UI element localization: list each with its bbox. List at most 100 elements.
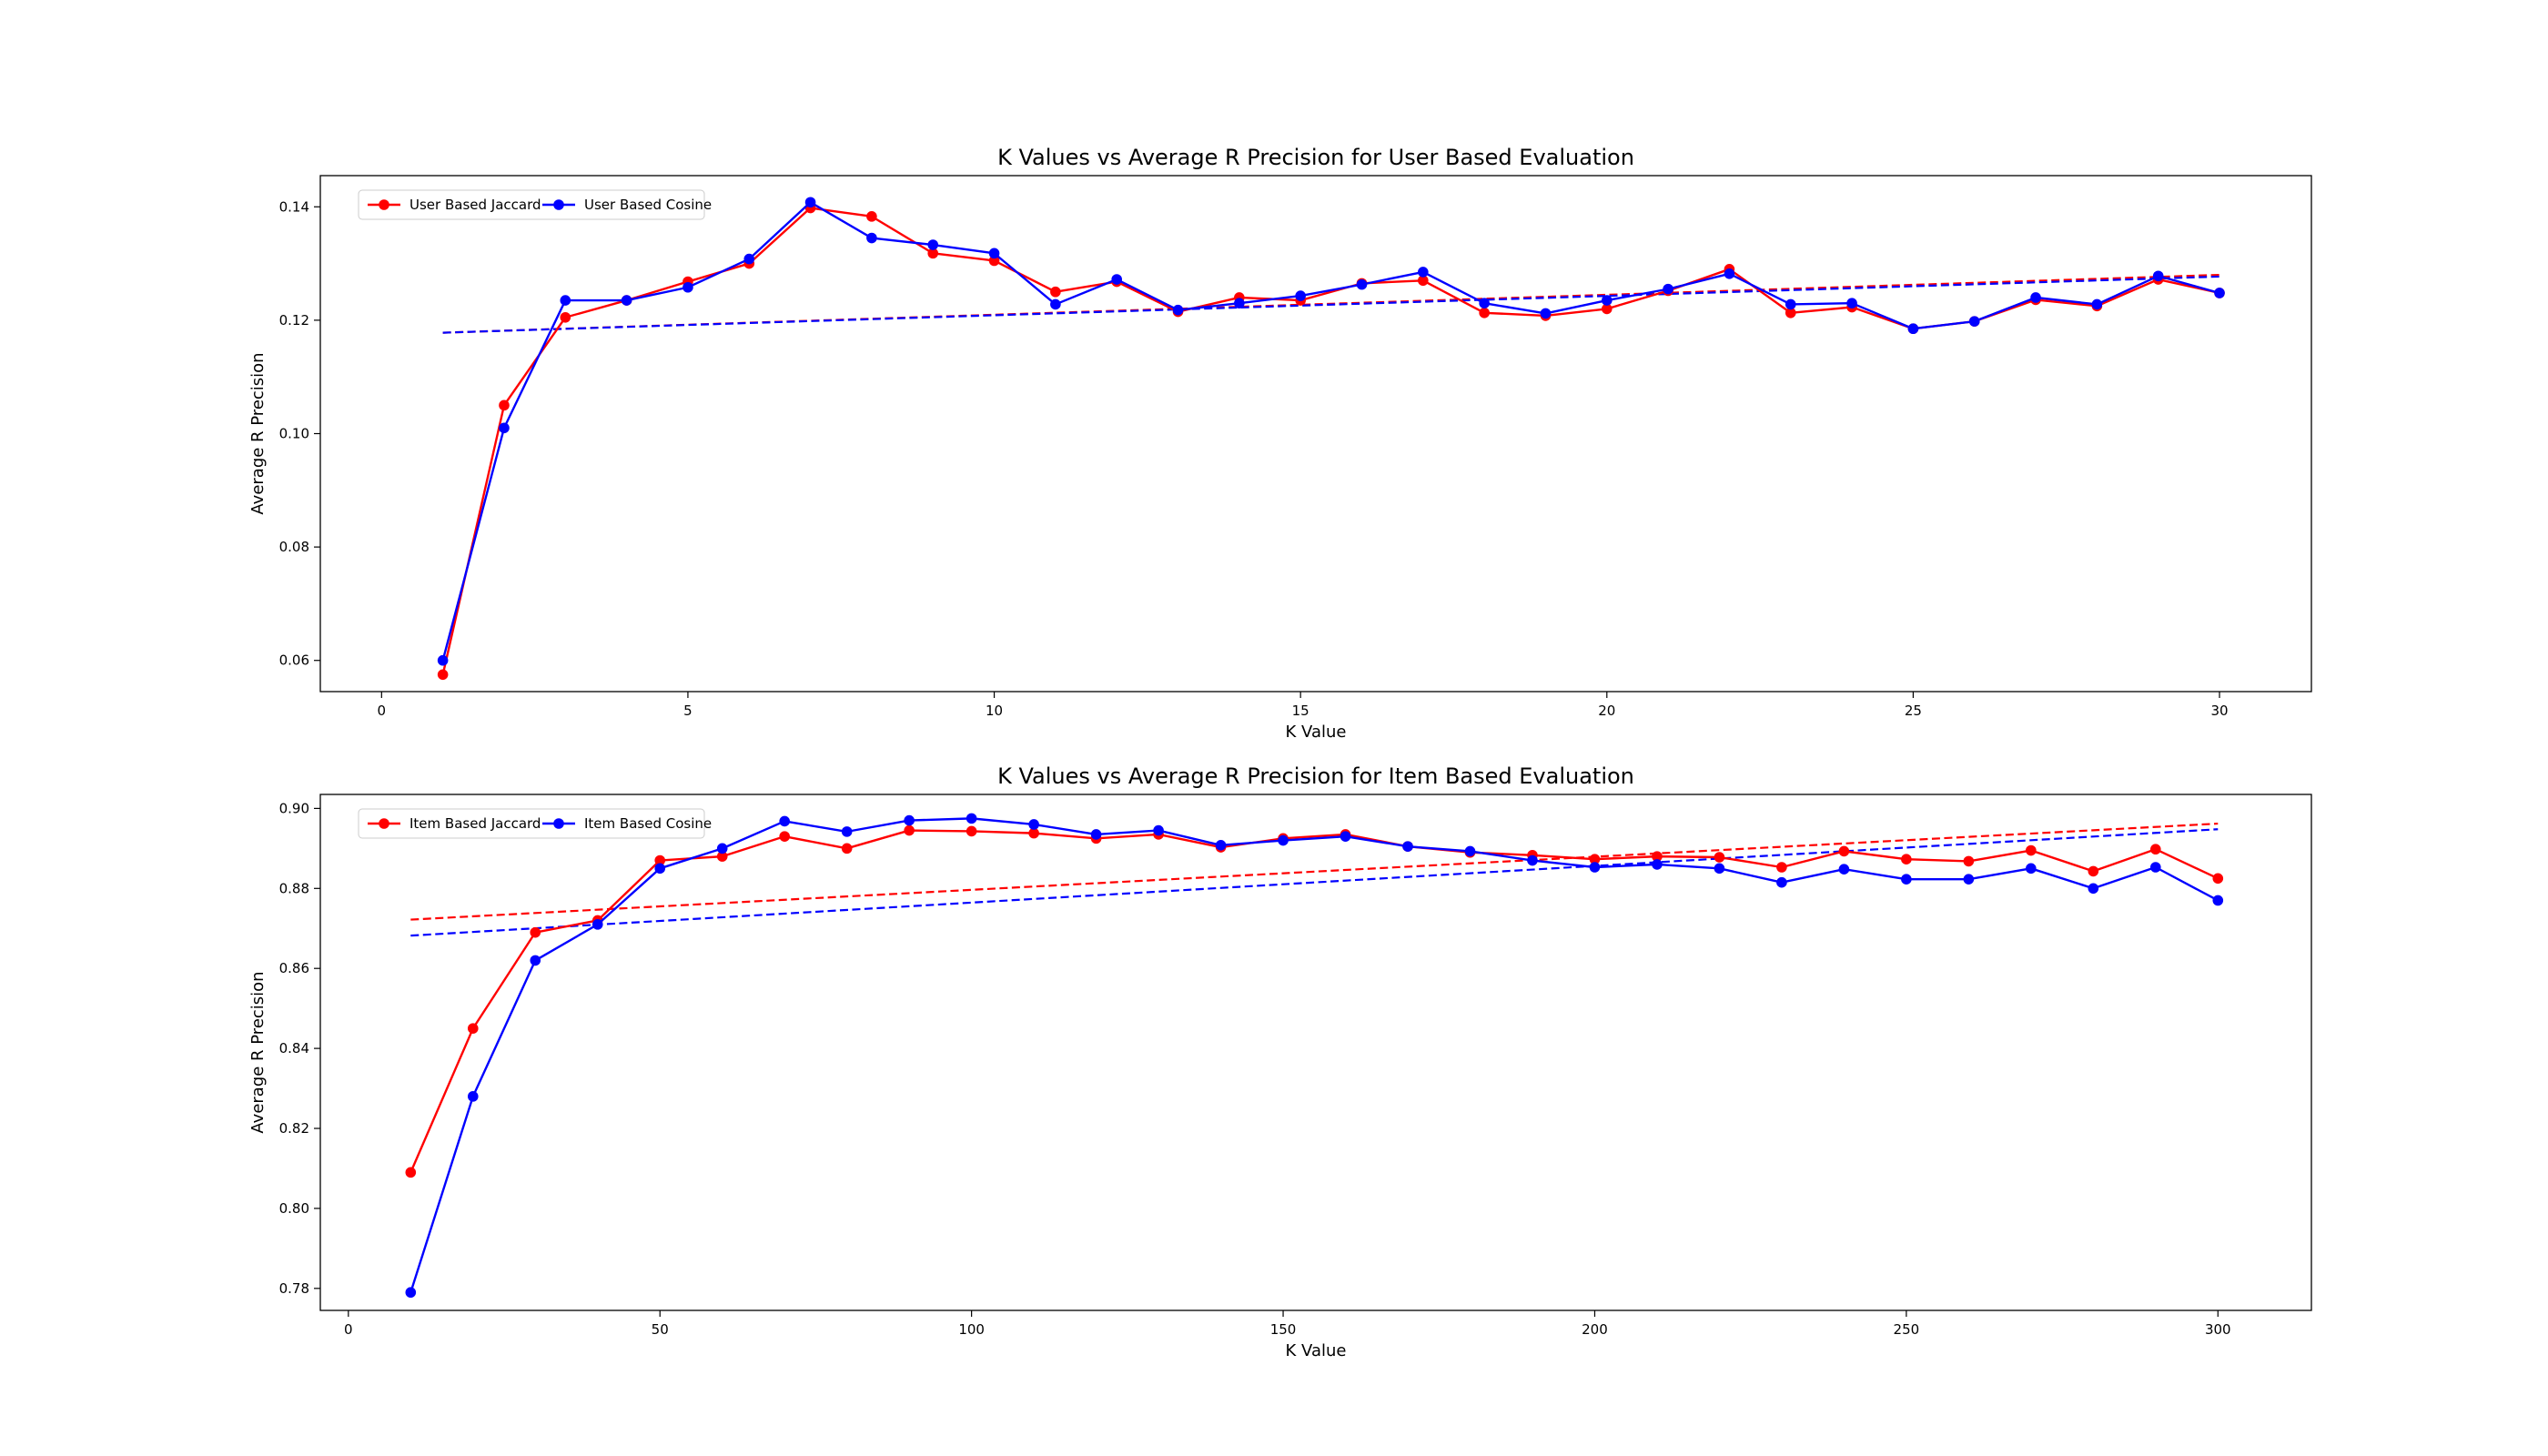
chart0-series-1-point xyxy=(1356,278,1368,290)
chart1-ytick-label: 0.88 xyxy=(279,880,309,896)
chart0-legend-marker-0 xyxy=(379,199,389,210)
chart1-series-0-point xyxy=(405,1167,417,1178)
chart1-series-line-1 xyxy=(410,817,2219,1293)
chart1-xtick-label: 250 xyxy=(1894,1321,1920,1338)
chart0-series-1-point xyxy=(804,197,816,208)
chart1-series-0-point xyxy=(1776,862,1787,873)
chart0-series-0-point xyxy=(988,255,1000,267)
chart1-xtick-label: 50 xyxy=(652,1321,669,1338)
chart1-series-0-point xyxy=(530,926,541,938)
chart1-ytick-label: 0.90 xyxy=(279,800,309,816)
chart1-series-1-point xyxy=(1963,874,1975,885)
chart1-series-1-point xyxy=(1464,845,1476,857)
chart0-series-1-point xyxy=(866,232,877,244)
chart0-xtick-label: 10 xyxy=(986,703,1003,719)
chart0-ytick-label: 0.12 xyxy=(279,312,309,329)
chart0-series-1-point xyxy=(1234,298,1245,308)
chart0-series-1-point xyxy=(1601,295,1613,306)
chart0-series-1-point xyxy=(1663,283,1673,295)
chart0-series-1-point xyxy=(1418,267,1429,278)
chart1-series-1-point xyxy=(467,1091,479,1102)
chart1-series-0-point xyxy=(2212,873,2224,885)
chart1-series-1-point xyxy=(530,955,541,966)
chart1-ytick-label: 0.86 xyxy=(279,960,309,976)
chart0-xtick-label: 25 xyxy=(1905,703,1922,719)
chart1-plot-frame xyxy=(319,794,2312,1311)
chart1-series-1-point xyxy=(904,814,915,826)
chart0-ytick-label: 0.06 xyxy=(279,652,309,669)
chart0-ytick-label: 0.14 xyxy=(279,198,309,215)
chart0-legend xyxy=(358,189,705,220)
chart1-series-0-point xyxy=(1838,845,1850,857)
chart0-series-1-point xyxy=(560,295,571,306)
chart0-series-0-point xyxy=(1785,307,1796,318)
chart1-series-0-point xyxy=(2088,865,2099,877)
chart0-series-1-point xyxy=(1540,308,1552,319)
chart1-series-line-0 xyxy=(410,829,2219,1173)
chart1-series-1-point xyxy=(966,813,977,824)
chart0-series-0-point xyxy=(1418,275,1429,287)
chart0-xtick-label: 15 xyxy=(1292,703,1309,719)
chart0-legend-label-1: User Based Cosine xyxy=(584,197,712,213)
chart0-xlabel: K Value xyxy=(1286,723,1347,742)
chart0-series-1-point xyxy=(2214,288,2225,298)
chart1-series-1-point xyxy=(654,863,666,875)
chart0-series-1-point xyxy=(1724,268,1735,279)
chart1-xlabel: K Value xyxy=(1286,1341,1347,1360)
chart1-series-0-point xyxy=(2026,844,2037,856)
chart0-legend-label-0: User Based Jaccard xyxy=(410,197,541,213)
chart0-ytick-label: 0.10 xyxy=(279,426,309,442)
chart1-series-0-point xyxy=(904,824,915,836)
chart1-series-1-point xyxy=(1652,859,1663,870)
chart1-legend-label-0: Item Based Jaccard xyxy=(410,815,541,832)
chart0-series-1-point xyxy=(499,422,510,434)
chart0-series-1-point xyxy=(437,654,449,666)
chart1-series-1-point xyxy=(779,815,790,827)
chart0-series-1-point xyxy=(1846,298,1857,308)
chart1-series-0-point xyxy=(1714,852,1725,863)
chart0-series-1-point xyxy=(927,239,939,250)
chart1-series-1-point xyxy=(841,826,853,837)
chart1-trendline-1 xyxy=(410,828,2219,937)
chart0-xtick-label: 5 xyxy=(683,703,693,719)
chart0-series-1-point xyxy=(1172,304,1184,316)
chart1-series-1-point xyxy=(2088,883,2099,895)
chart0-series-1-point xyxy=(621,295,632,306)
chart1-series-1-point xyxy=(2212,895,2224,906)
chart1-ytick-label: 0.82 xyxy=(279,1120,309,1137)
chart0-series-1-point xyxy=(988,248,1000,259)
chart1-legend-label-1: Item Based Cosine xyxy=(584,815,712,832)
chart1-series-0-point xyxy=(966,825,977,837)
chart1-ytick-label: 0.84 xyxy=(279,1040,309,1057)
chart0-series-line-1 xyxy=(441,201,2220,662)
chart0-ytick-label: 0.08 xyxy=(279,539,309,555)
chart0-series-1-point xyxy=(1111,274,1122,285)
chart0-title: K Values vs Average R Precision for User… xyxy=(997,145,1634,170)
chart0-series-1-point xyxy=(743,253,755,265)
chart1-series-1-point xyxy=(1090,829,1102,840)
chart1-xtick-label: 200 xyxy=(1582,1321,1608,1338)
chart1-xtick-label: 100 xyxy=(958,1321,985,1338)
chart1-legend-marker-1 xyxy=(553,818,564,829)
chart0-series-1-point xyxy=(1968,316,1980,327)
chart1-series-1-point xyxy=(2149,862,2161,873)
chart1-series-0-point xyxy=(1589,854,1601,865)
chart1-ylabel: Average R Precision xyxy=(248,971,268,1133)
chart0-series-0-point xyxy=(560,311,571,323)
chart1-series-0-point xyxy=(1901,854,1912,865)
chart0-series-0-point xyxy=(1479,307,1490,318)
chart1-legend xyxy=(358,808,705,839)
chart1-series-0-point xyxy=(841,843,853,854)
chart0-series-0-point xyxy=(1601,303,1613,315)
chart0-trendline-1 xyxy=(442,275,2220,334)
chart1-series-0-point xyxy=(1963,855,1975,867)
chart0-plot-frame xyxy=(319,175,2312,693)
chart1-series-1-point xyxy=(1901,874,1912,885)
chart1-legend-marker-0 xyxy=(379,818,389,829)
chart1-series-1-point xyxy=(1278,834,1289,846)
chart1-title: K Values vs Average R Precision for Item… xyxy=(997,763,1634,789)
chart1-series-0-point xyxy=(1028,827,1039,839)
chart1-series-0-point xyxy=(2149,844,2161,855)
chart0-series-1-point xyxy=(1785,298,1796,310)
chart0-series-1-point xyxy=(682,281,693,293)
